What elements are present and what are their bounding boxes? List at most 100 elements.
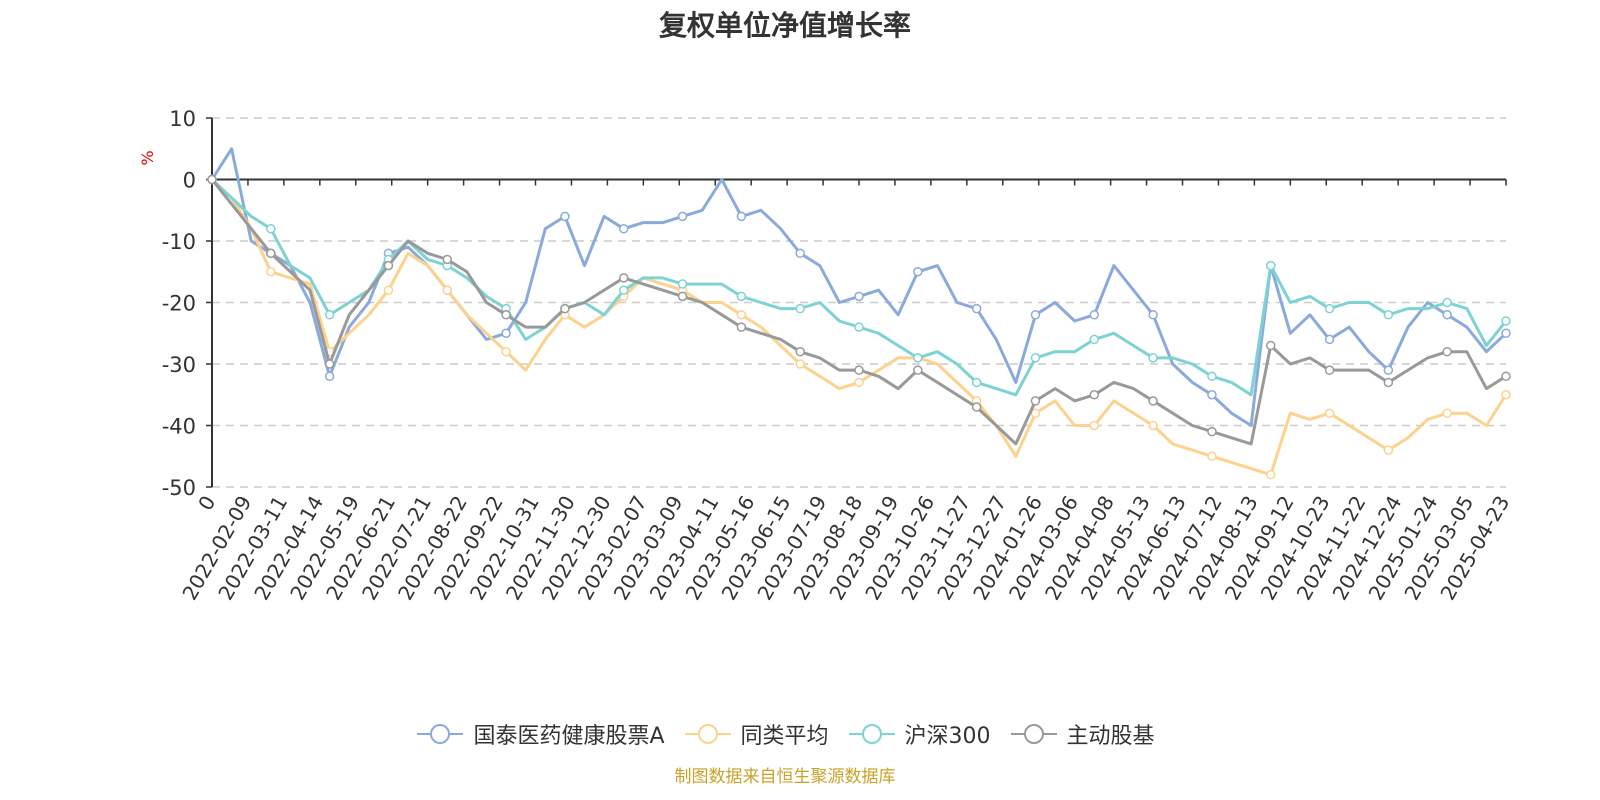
series-point-4	[1030, 396, 1041, 406]
legend: 国泰医药健康股票A 同类平均 沪深300 主动股基	[0, 718, 1570, 750]
series-point-1	[1030, 310, 1041, 320]
series-point-4	[1265, 340, 1276, 351]
series-point-2	[501, 346, 511, 357]
legend-swatch-icon	[848, 724, 895, 744]
series-point-1	[324, 371, 335, 382]
series-point-1	[854, 291, 864, 302]
legend-label: 国泰医药健康股票A	[473, 724, 665, 749]
series-line-4	[210, 178, 1507, 446]
series-point-4	[795, 346, 805, 357]
series-point-4	[618, 273, 629, 283]
series-point-3	[736, 291, 747, 302]
grid-layer	[212, 117, 1506, 488]
y-tick-label: -20	[162, 292, 196, 316]
series-point-2	[1501, 390, 1511, 400]
series-point-4	[854, 365, 864, 375]
series-point-2	[795, 359, 805, 369]
series-point-1	[971, 303, 982, 314]
legend-item-3[interactable]: 沪深300	[847, 718, 991, 750]
series-point-4	[677, 291, 688, 302]
series-point-3	[266, 223, 276, 234]
series-point-2	[1148, 420, 1158, 431]
series-point-1	[1324, 334, 1335, 345]
legend-swatch-icon	[1010, 724, 1057, 744]
series-point-2	[1265, 469, 1276, 480]
series-point-3	[677, 279, 688, 289]
y-tick-label: -40	[162, 415, 196, 439]
series-point-4	[383, 260, 394, 271]
legend-item-4[interactable]: 主动股基	[1009, 718, 1155, 750]
y-tick-label: -50	[162, 476, 196, 500]
legend-item-2[interactable]: 同类平均	[683, 718, 829, 750]
series-point-4	[207, 174, 217, 185]
series-point-4	[1324, 365, 1335, 375]
series-point-4	[1207, 426, 1217, 437]
series-point-3	[618, 285, 629, 295]
series-point-3	[971, 377, 982, 388]
series-point-2	[1442, 408, 1452, 418]
series-point-3	[795, 303, 805, 314]
series-point-1	[1148, 310, 1158, 320]
series-point-1	[1501, 328, 1511, 338]
series-point-3	[1148, 353, 1158, 363]
series-point-2	[736, 310, 747, 320]
series-point-4	[324, 359, 335, 369]
legend-label: 沪深300	[904, 724, 991, 749]
series-point-2	[1324, 408, 1335, 418]
series-point-1	[795, 248, 805, 259]
series-point-1	[736, 211, 747, 222]
axis-layer: 100-10-20-30-40-5002022-02-092022-03-112…	[162, 107, 1515, 604]
series-point-4	[266, 248, 276, 259]
series-point-2	[854, 377, 864, 388]
series-point-2	[266, 267, 276, 277]
series-point-4	[560, 303, 570, 314]
series-point-3	[324, 310, 335, 320]
x-tick-label: 0	[193, 492, 220, 515]
series-point-3	[1265, 260, 1276, 271]
series-line-3	[210, 178, 1508, 397]
series-point-1	[913, 267, 923, 277]
legend-swatch-icon	[684, 724, 731, 744]
series-point-2	[1089, 420, 1100, 431]
series-point-3	[1501, 316, 1511, 326]
series-point-3	[1324, 303, 1335, 314]
legend-item-1[interactable]: 国泰医药健康股票A	[415, 718, 665, 750]
series-point-4	[1089, 390, 1100, 400]
series-point-3	[913, 353, 923, 363]
y-tick-label: 0	[183, 169, 196, 193]
series-point-1	[560, 211, 570, 222]
y-tick-label: 10	[169, 107, 196, 131]
series-point-4	[442, 254, 453, 265]
series-point-3	[1030, 353, 1041, 363]
series-point-2	[1383, 445, 1394, 455]
series-point-3	[854, 322, 864, 332]
series-point-4	[1501, 371, 1511, 382]
series-point-2	[1207, 451, 1217, 461]
y-tick-label: -10	[162, 230, 196, 254]
series-point-2	[442, 285, 453, 295]
series-point-4	[971, 402, 982, 412]
legend-label: 同类平均	[740, 724, 829, 749]
series-point-4	[736, 322, 747, 332]
series-point-1	[618, 223, 629, 234]
y-tick-label: -30	[162, 353, 196, 377]
series-point-3	[1383, 310, 1394, 320]
chart-title: 复权单位净值增长率	[658, 9, 911, 42]
y-axis-label: %	[138, 150, 157, 165]
series-point-4	[1148, 396, 1158, 406]
series-point-4	[501, 310, 511, 320]
series-point-1	[1089, 310, 1100, 320]
series-point-1	[677, 211, 688, 222]
legend-label: 主动股基	[1066, 724, 1155, 749]
series-point-3	[1207, 371, 1217, 382]
series-point-4	[1442, 346, 1452, 357]
series-point-4	[913, 365, 923, 375]
series-point-1	[1383, 365, 1394, 375]
legend-swatch-icon	[417, 724, 464, 744]
source-note: 制图数据来自恒生聚源数据库	[674, 767, 896, 787]
series-point-1	[501, 328, 511, 338]
series-point-4	[1383, 377, 1394, 388]
series-point-1	[1207, 390, 1217, 400]
series-layer	[207, 147, 1511, 480]
